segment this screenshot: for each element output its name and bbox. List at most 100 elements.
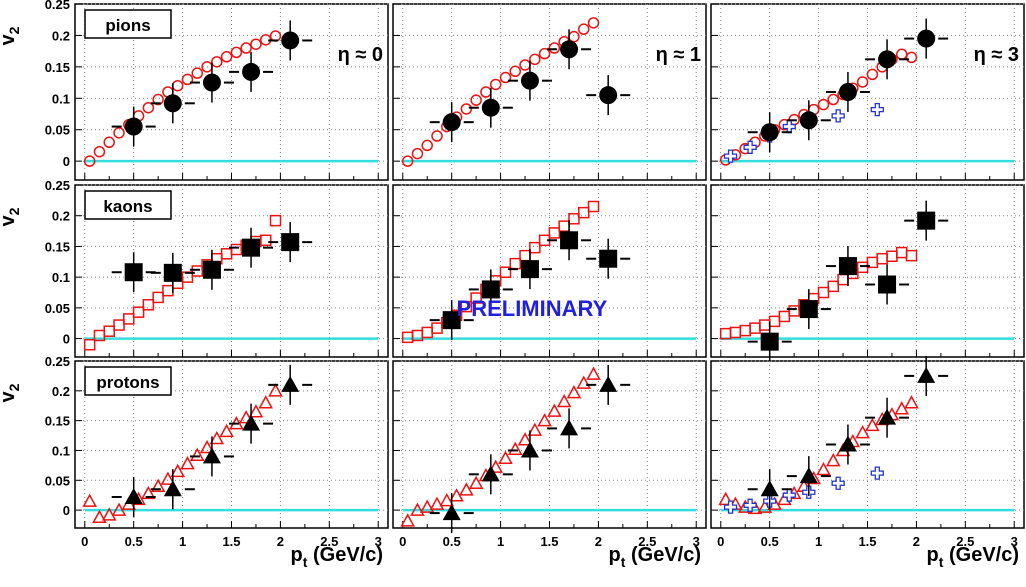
data-point-reference	[817, 98, 830, 111]
panel-kaons-col1: kaons 0 0.05 0.1 0.15 0.2 0.25 v2	[0, 178, 404, 358]
y-axis-label: v2	[0, 26, 22, 45]
data-point-reference	[509, 65, 522, 78]
species-label: kaons	[103, 197, 152, 216]
panel-pions-col3: η ≈ 3	[710, 3, 1025, 181]
data-point-forward	[870, 466, 884, 480]
data-point-reference	[421, 139, 433, 152]
data-point-reference	[548, 227, 561, 239]
panel-pions-col1: pions η ≈ 0 0 0.05 0.1 0.15 0.2 0.25 v2	[0, 0, 404, 181]
x-tick-label: 2	[913, 534, 920, 549]
data-point-measured	[520, 71, 539, 90]
data-point-reference	[400, 513, 415, 527]
panel-protons-col1: protons 0 0.05 0.1 0.15 0.2 0.25 v2 0 0.5 1 1.5 2 2.5…	[0, 354, 404, 570]
data-point-measured	[560, 40, 579, 59]
y-axis-label: v2	[0, 207, 22, 226]
data-point-reference	[586, 366, 601, 380]
data-point-reference	[905, 249, 918, 262]
data-point-reference	[83, 338, 96, 351]
data-point-reference	[508, 441, 523, 456]
data-point-reference	[240, 42, 252, 54]
data-point-reference	[817, 286, 830, 299]
data-point-measured	[481, 280, 500, 299]
data-point-measured	[599, 86, 618, 105]
species-label-box	[84, 9, 172, 39]
y-tick-label: 0.25	[45, 0, 70, 12]
data-point-measured	[481, 465, 500, 482]
data-point-measured	[242, 238, 261, 257]
data-point-reference	[248, 404, 264, 418]
x-tick-label: 0.5	[125, 534, 143, 549]
data-point-measured	[202, 447, 221, 464]
data-point-reference	[499, 266, 512, 278]
data-point-reference	[548, 42, 561, 54]
data-point-measured	[124, 487, 143, 504]
data-point-reference	[190, 447, 205, 461]
y-tick-label: 0.05	[45, 123, 70, 138]
data-point-reference	[816, 461, 831, 476]
data-point-forward	[743, 498, 757, 512]
species-label: protons	[96, 373, 159, 392]
data-point-measured	[281, 31, 300, 50]
data-point-measured	[481, 98, 500, 117]
y-tick-label: 0.15	[45, 414, 70, 429]
data-point-reference	[170, 463, 185, 478]
x-tick-label: 3	[693, 534, 700, 549]
y-tick-label: 0.2	[52, 209, 70, 224]
data-point-measured	[799, 467, 818, 484]
data-point-reference	[429, 496, 445, 510]
data-point-reference	[718, 491, 733, 506]
y-tick-label: 0.25	[45, 178, 70, 193]
x-tick-label: 3	[1011, 534, 1018, 549]
data-point-reference	[488, 459, 503, 473]
data-point-measured	[442, 311, 461, 330]
data-point-measured	[878, 275, 897, 294]
data-point-reference	[517, 432, 533, 446]
data-point-reference	[470, 94, 482, 106]
data-point-forward	[870, 102, 884, 117]
x-tick-label: 2.5	[320, 534, 338, 549]
data-point-forward	[743, 140, 757, 154]
eta-label: η ≈ 0	[338, 44, 383, 66]
x-tick-label: 2.5	[956, 534, 974, 549]
data-point-reference	[827, 93, 840, 106]
data-point-measured	[760, 123, 779, 142]
data-point-reference	[113, 319, 125, 331]
data-point-reference	[459, 482, 474, 496]
data-point-reference	[123, 313, 135, 325]
data-point-reference	[577, 206, 590, 219]
data-point-reference	[82, 493, 97, 507]
x-tick-label: 0	[717, 534, 724, 549]
y-tick-label: 0.1	[52, 443, 70, 458]
data-point-reference	[587, 200, 600, 213]
x-tick-label: 0	[81, 534, 88, 549]
data-point-reference	[529, 53, 541, 66]
data-point-measured	[163, 94, 182, 113]
data-point-measured	[520, 441, 539, 458]
data-point-reference	[219, 423, 234, 438]
y-tick-label: 0.15	[45, 60, 70, 75]
data-point-reference	[587, 17, 600, 29]
data-point-measured	[560, 231, 579, 250]
data-point-forward	[723, 500, 738, 514]
x-tick-label: 3	[375, 534, 382, 549]
x-axis-label: pt (GeV/c)	[291, 544, 383, 570]
data-point-reference	[113, 127, 125, 139]
data-point-reference	[556, 393, 572, 408]
data-point-reference	[904, 395, 919, 409]
data-point-measured	[442, 113, 461, 132]
data-point-measured	[917, 211, 936, 230]
x-tick-label: 1	[815, 534, 822, 549]
data-point-reference	[142, 299, 155, 311]
data-point-reference	[181, 73, 194, 86]
data-point-reference	[191, 265, 204, 277]
data-point-reference	[499, 71, 512, 84]
data-point-reference	[410, 502, 425, 516]
data-point-measured	[760, 480, 779, 497]
data-point-reference	[538, 47, 551, 60]
data-point-reference	[259, 234, 272, 247]
data-point-measured	[202, 260, 221, 279]
data-point-reference	[527, 422, 543, 436]
y-tick-label: 0.1	[52, 91, 70, 106]
data-point-measured	[124, 263, 143, 282]
data-point-measured	[560, 419, 579, 436]
